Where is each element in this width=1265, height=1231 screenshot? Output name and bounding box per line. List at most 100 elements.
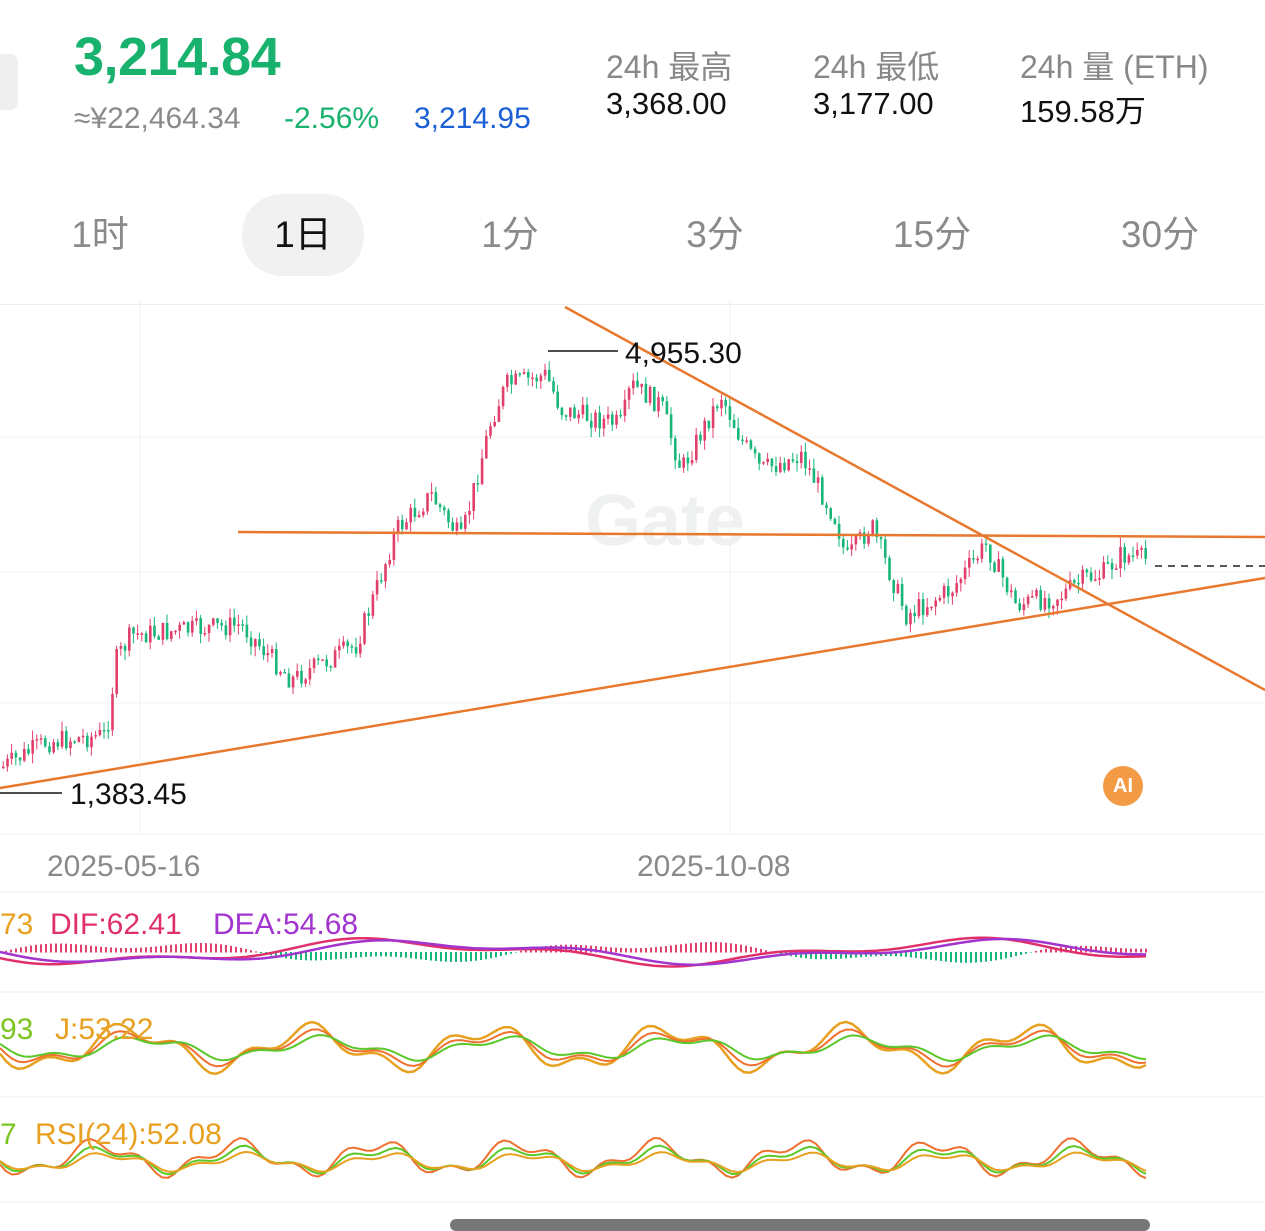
macd-bar xyxy=(500,952,502,957)
candle-body xyxy=(56,742,60,747)
macd-bar xyxy=(395,952,397,957)
candle-body xyxy=(1144,548,1147,559)
macd-bar xyxy=(1025,952,1027,954)
macd-bar xyxy=(965,952,967,963)
candle-body xyxy=(678,460,681,468)
macd-bar xyxy=(205,943,207,953)
candle-body xyxy=(854,535,858,545)
candle-body xyxy=(123,646,127,651)
tab-30m[interactable]: 30分 xyxy=(1120,214,1200,255)
candle-body xyxy=(699,434,702,441)
candle-body xyxy=(283,672,286,674)
candle-body xyxy=(598,412,601,429)
side-panel-edge[interactable] xyxy=(0,54,18,110)
candle-body xyxy=(896,583,900,593)
candle-body xyxy=(1010,590,1013,593)
candle-body xyxy=(564,415,568,417)
macd-bar xyxy=(725,942,727,953)
candle-body xyxy=(640,383,643,387)
macd-bar xyxy=(70,943,72,953)
candle-body xyxy=(770,458,774,467)
candle-body xyxy=(690,460,694,464)
tab-1d[interactable]: 1日 xyxy=(242,194,364,276)
macd-bar xyxy=(85,945,87,953)
candle-body xyxy=(644,383,648,403)
kdj-pane xyxy=(0,1020,1147,1076)
candle-body xyxy=(1056,599,1059,606)
macd-bar xyxy=(1070,946,1072,953)
candle-body xyxy=(594,412,597,428)
candle-body xyxy=(48,746,51,753)
candle-body xyxy=(552,381,555,392)
macd-bar xyxy=(620,947,622,953)
macd-bar xyxy=(105,947,107,953)
macd-bar xyxy=(405,952,407,958)
candle-body xyxy=(606,414,610,419)
macd-bar xyxy=(1015,952,1017,957)
candle-body xyxy=(888,557,891,581)
mark-price: 3,214.95 xyxy=(414,102,531,135)
candle-body xyxy=(77,737,81,743)
candle-body xyxy=(527,372,530,378)
kline-chart[interactable]: 4,955.30 1,383.45 xyxy=(0,300,1265,1220)
macd-bar xyxy=(35,944,37,953)
candle-body xyxy=(174,630,177,633)
macd-bar xyxy=(355,952,357,958)
candle-body xyxy=(1043,598,1047,610)
candle-body xyxy=(947,586,950,597)
candle-body xyxy=(6,758,9,767)
candle-body xyxy=(556,391,559,408)
macd-bar xyxy=(525,949,527,953)
candle-body xyxy=(426,493,429,512)
candle-body xyxy=(18,757,22,761)
macd-bar xyxy=(1115,947,1117,953)
candle-body xyxy=(98,729,102,736)
candle-body xyxy=(900,583,904,606)
macd-bar xyxy=(215,943,217,953)
candle-body xyxy=(312,658,316,669)
chart-scrollbar[interactable] xyxy=(450,1219,1150,1231)
tab-15m[interactable]: 15分 xyxy=(892,214,972,255)
candle-body xyxy=(1123,547,1126,563)
candle-body xyxy=(1001,559,1005,578)
candle-body xyxy=(833,518,837,524)
macd-bar xyxy=(1105,947,1107,953)
candle-body xyxy=(111,693,114,731)
ai-assistant-button[interactable]: AI xyxy=(1103,766,1143,806)
candle-body xyxy=(119,646,123,649)
candle-body xyxy=(1110,563,1114,570)
macd-bar xyxy=(1030,952,1032,953)
macd-dea: DEA:54.68 xyxy=(213,908,359,941)
macd-bar xyxy=(930,952,932,960)
candle-body xyxy=(560,407,564,416)
candle-body xyxy=(871,520,874,535)
candle-body xyxy=(371,594,375,616)
candle-body xyxy=(741,439,744,442)
candle-body xyxy=(783,462,786,471)
candle-body xyxy=(489,426,492,436)
macd-bar xyxy=(360,952,362,958)
macd-bar xyxy=(820,952,822,960)
macd-bar xyxy=(685,943,687,953)
tab-1m[interactable]: 1分 xyxy=(481,214,539,255)
macd-bar xyxy=(160,945,162,953)
macd-bar xyxy=(450,952,452,962)
candle-body xyxy=(762,462,765,464)
tab-3m[interactable]: 3分 xyxy=(686,214,744,255)
macd-bar xyxy=(600,946,602,953)
macd-bar xyxy=(150,946,152,953)
candle-body xyxy=(993,562,996,572)
candle-body xyxy=(132,627,135,634)
candle-body xyxy=(758,453,761,464)
candle-body xyxy=(388,559,391,565)
tab-1h[interactable]: 1时 xyxy=(71,214,129,255)
candle-body xyxy=(535,377,538,382)
candle-body xyxy=(791,459,795,462)
macd-bar xyxy=(1010,952,1012,958)
candle-body xyxy=(934,600,937,607)
macd-bar xyxy=(10,949,12,953)
candle-body xyxy=(506,374,509,387)
macd-bar xyxy=(625,948,627,953)
stat-volume-label: 24h 量 (ETH) xyxy=(1020,49,1209,85)
candle-body xyxy=(669,414,673,439)
